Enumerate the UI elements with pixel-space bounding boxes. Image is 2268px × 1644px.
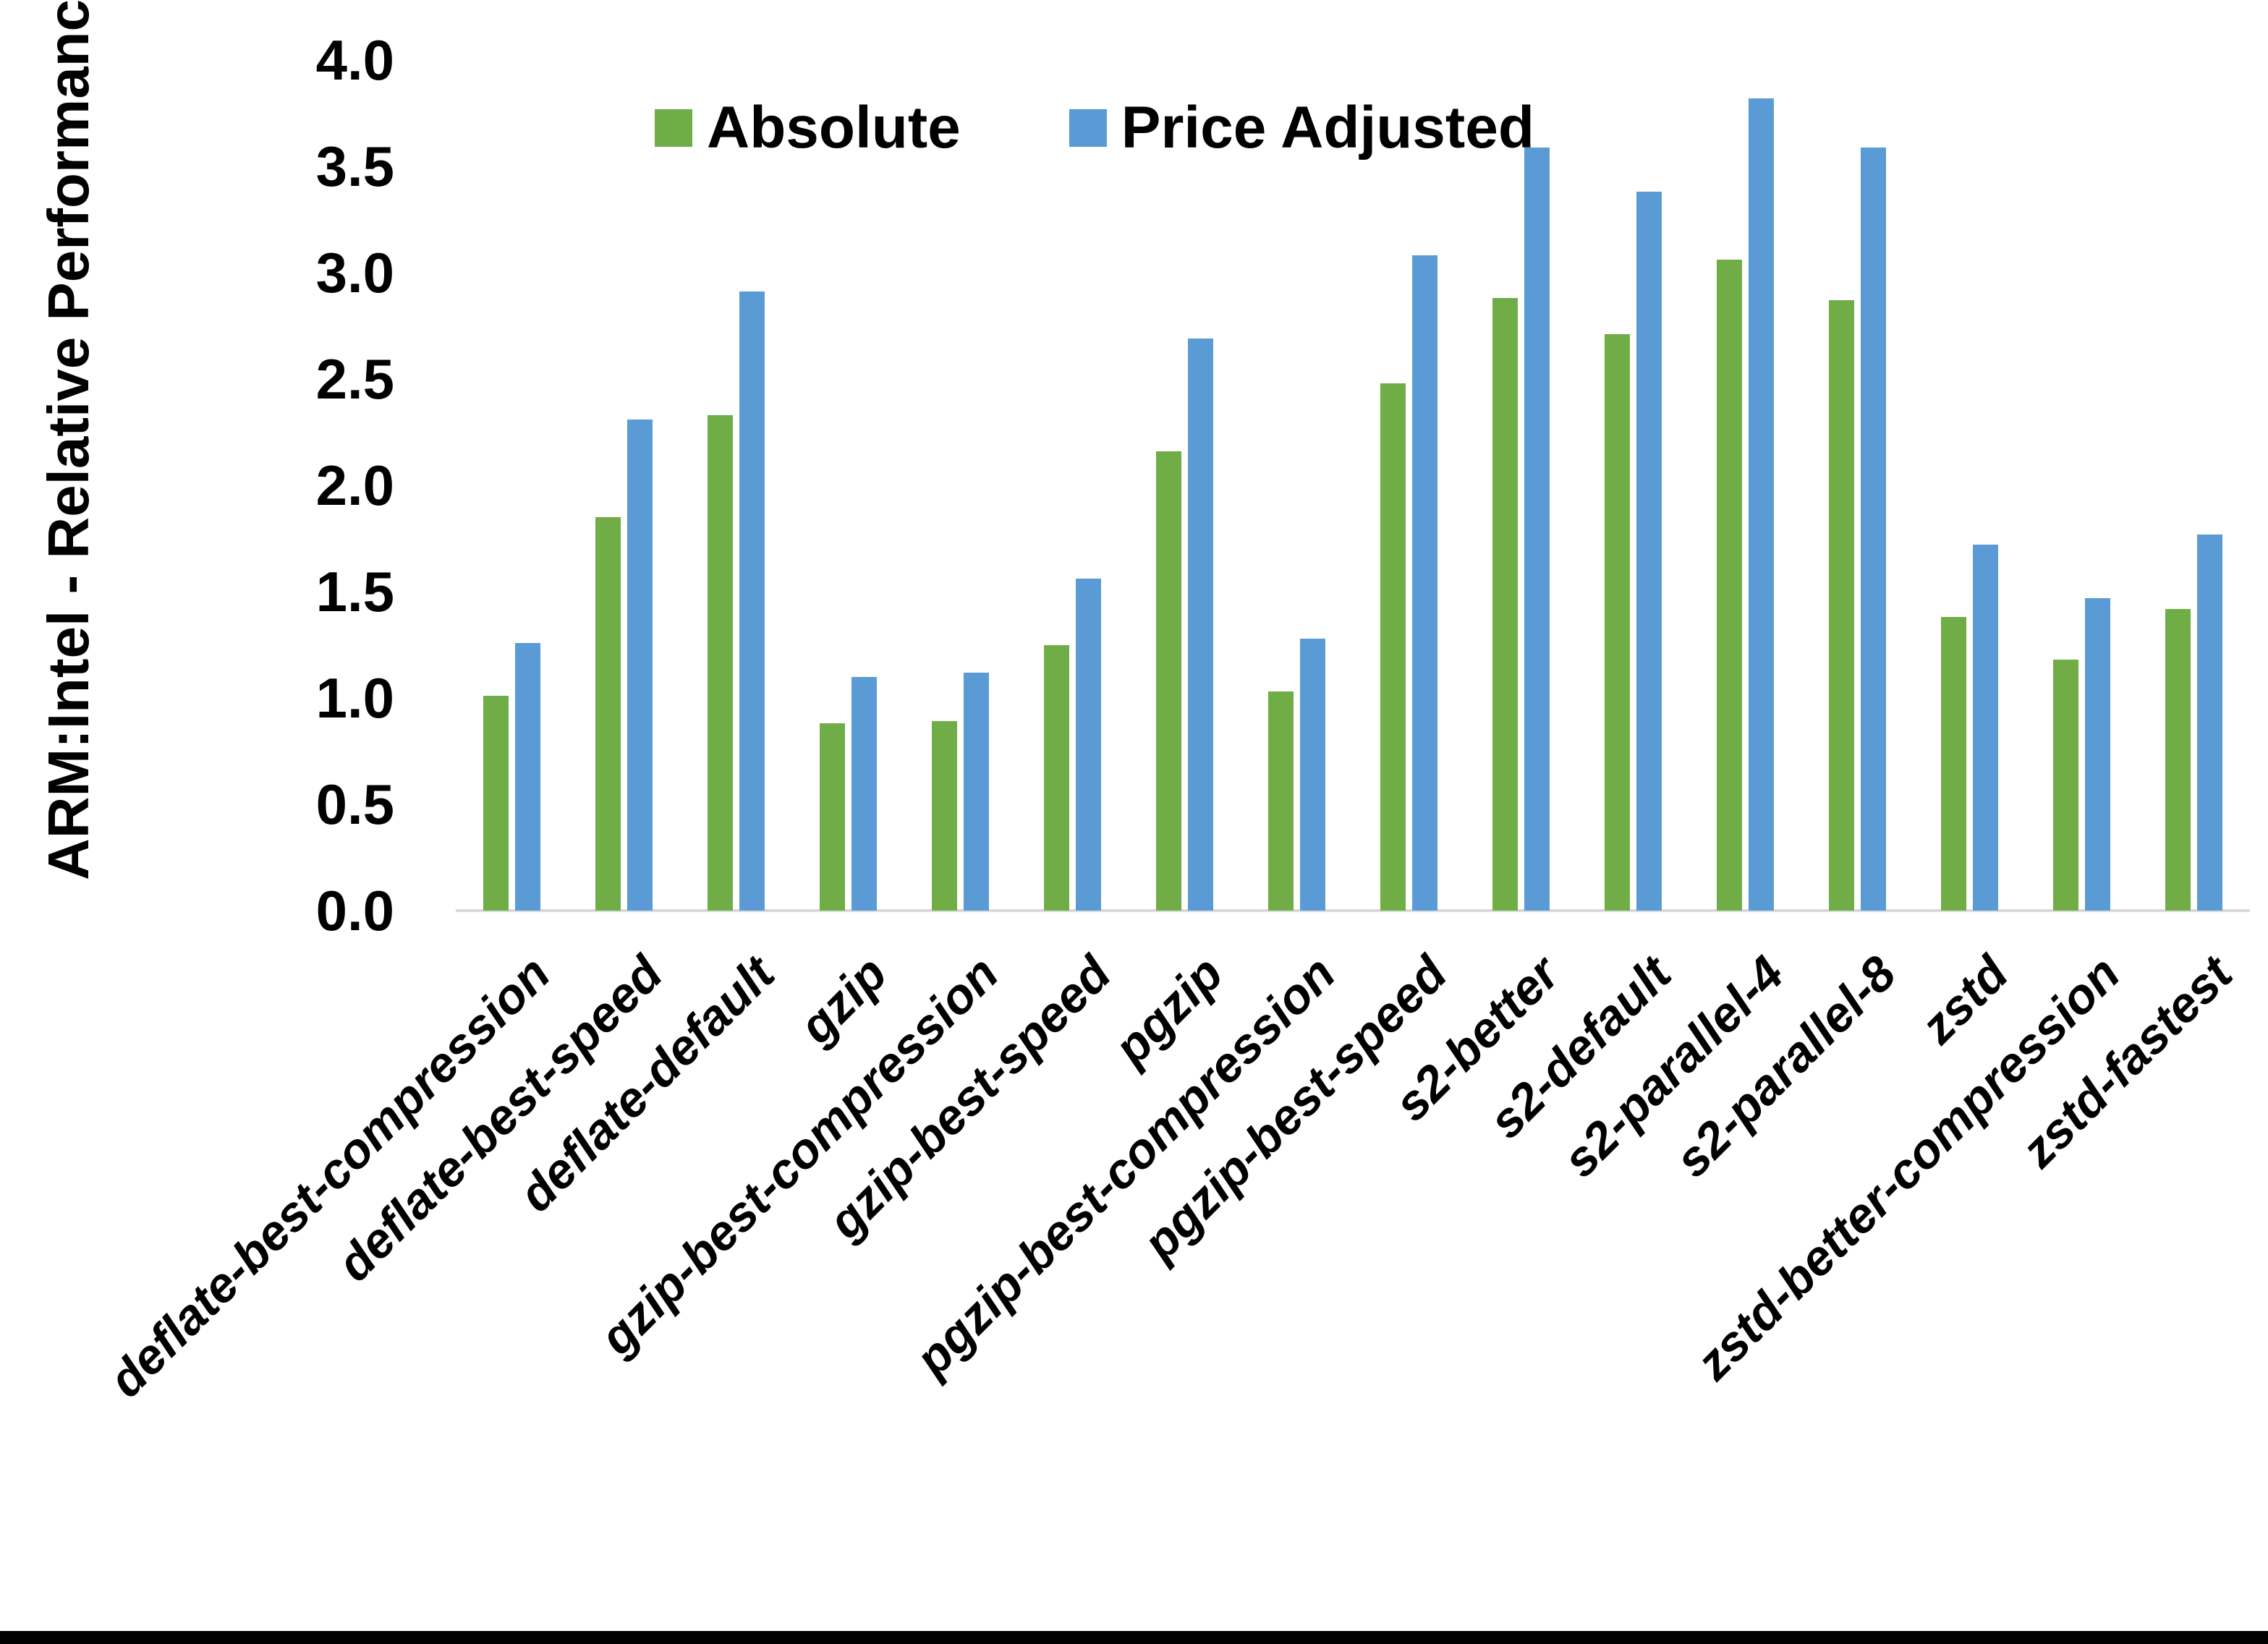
bar-absolute-s2-parallel-8 (1829, 300, 1854, 911)
x-tick-label-deflate-best-compression: deflate-best-compression (98, 945, 561, 1408)
bar-absolute-deflate-best-speed (595, 517, 621, 911)
y-tick-label: 3.5 (315, 135, 394, 198)
bar-price-adjusted-s2-parallel-8 (1861, 147, 1886, 911)
y-axis-title: ARM:Intel - Relative Performance (36, 0, 101, 880)
y-tick-label: 1.0 (315, 666, 394, 730)
bar-absolute-deflate-default (708, 414, 733, 911)
bar-price-adjusted-gzip-best-speed (1076, 579, 1101, 911)
y-tick-label: 2.5 (315, 347, 394, 411)
legend-swatch-price-adjusted (1069, 109, 1107, 147)
legend-item-absolute: Absolute (655, 94, 961, 162)
bar-price-adjusted-pgzip (1188, 338, 1213, 911)
y-tick-label: 0.0 (315, 879, 394, 942)
legend-label: Price Adjusted (1121, 95, 1534, 161)
bar-price-adjusted-zstd (1973, 545, 1998, 911)
bar-absolute-gzip-best-speed (1044, 644, 1069, 911)
bar-price-adjusted-pgzip-best-speed (1412, 255, 1437, 911)
bar-absolute-s2-parallel-4 (1717, 260, 1742, 911)
legend-label: Absolute (707, 95, 961, 161)
bar-absolute-zstd-fastest (2165, 608, 2191, 911)
bar-absolute-s2-default (1605, 334, 1630, 911)
y-tick-label: 4.0 (315, 28, 394, 92)
bar-price-adjusted-zstd-better-compression (2085, 597, 2110, 911)
y-tick-label: 3.0 (315, 241, 394, 304)
bar-absolute-gzip (820, 723, 845, 911)
bar-absolute-gzip-best-compression (932, 721, 957, 911)
bar-absolute-deflate-best-compression (483, 696, 509, 911)
bar-price-adjusted-s2-better (1524, 147, 1550, 911)
bar-price-adjusted-deflate-default (739, 291, 765, 911)
y-tick-label: 2.0 (315, 453, 394, 517)
bar-price-adjusted-deflate-best-speed (627, 419, 653, 911)
bar-absolute-zstd (1941, 617, 1966, 911)
bar-absolute-pgzip-best-compression (1268, 691, 1294, 911)
legend: Absolute Price Adjusted (655, 94, 1534, 162)
bar-price-adjusted-s2-parallel-4 (1749, 98, 1774, 911)
bar-price-adjusted-deflate-best-compression (515, 642, 540, 911)
bar-price-adjusted-s2-default (1636, 192, 1662, 911)
bar-absolute-s2-better (1492, 298, 1518, 911)
bar-absolute-pgzip (1156, 451, 1181, 911)
bottom-border-bar (0, 1631, 2268, 1644)
legend-swatch-absolute (655, 109, 692, 147)
bar-price-adjusted-zstd-fastest (2197, 534, 2222, 911)
bar-price-adjusted-gzip-best-compression (964, 672, 989, 911)
bar-absolute-pgzip-best-speed (1380, 383, 1406, 911)
y-tick-label: 0.5 (315, 772, 394, 836)
bar-absolute-zstd-better-compression (2053, 660, 2078, 911)
bar-price-adjusted-pgzip-best-compression (1300, 638, 1325, 911)
bar-price-adjusted-gzip (851, 676, 877, 911)
y-tick-label: 1.5 (315, 560, 394, 623)
legend-item-price-adjusted: Price Adjusted (1069, 94, 1534, 162)
x-axis-line (456, 909, 2250, 912)
